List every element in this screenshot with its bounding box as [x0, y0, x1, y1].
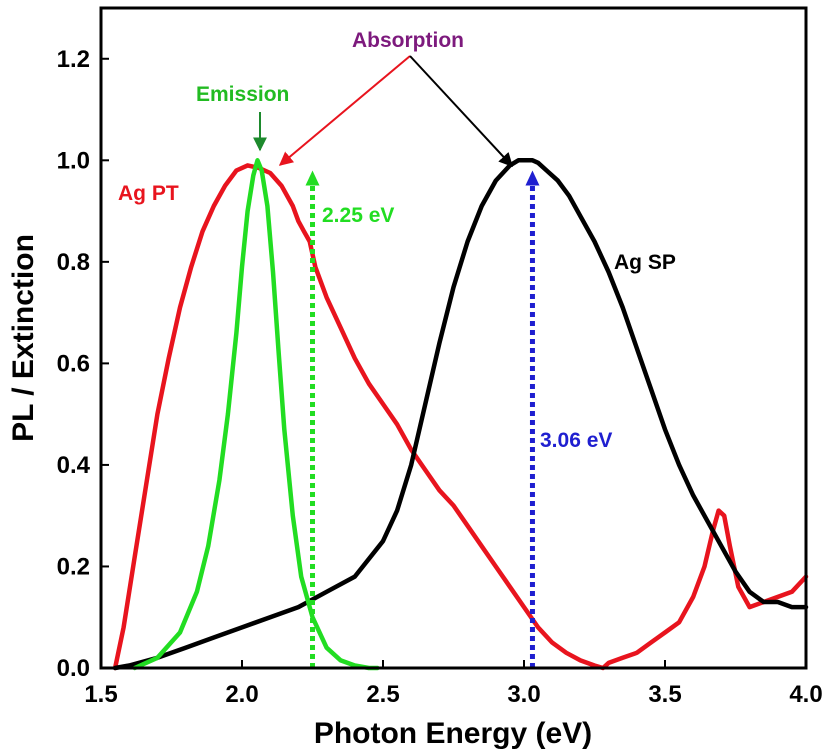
- marker-arrowhead-0: [305, 170, 320, 186]
- y-tick-label: 1.0: [57, 147, 90, 174]
- x-tick-label: 4.0: [789, 681, 822, 708]
- y-tick-label: 1.2: [57, 46, 90, 73]
- x-tick-label: 2.5: [366, 681, 399, 708]
- absorption-arrow-red: [278, 55, 411, 166]
- label-ag-sp: Ag SP: [614, 251, 676, 274]
- absorption-arrow-black: [409, 55, 513, 168]
- tick-layer: 1.5 2.0 2.5 3.0 3.5 4.0 0.0 0.2 0.4 0.6 0.8 1.0 1.2: [57, 46, 823, 708]
- plot-frame: [99, 6, 808, 670]
- x-tick-label: 3.0: [507, 681, 540, 708]
- label-marker-2-25: 2.25 eV: [322, 204, 394, 227]
- marker-arrowhead-1: [525, 170, 540, 186]
- series-line-ag-pt: [112, 163, 809, 671]
- y-tick-label: 0.6: [57, 350, 90, 377]
- label-absorption: Absorption: [352, 29, 464, 52]
- y-tick-label: 0.0: [57, 655, 90, 682]
- x-tick-label: 3.5: [648, 681, 681, 708]
- y-axis-title: PL / Extinction: [7, 234, 40, 442]
- y-tick-label: 0.2: [57, 553, 90, 580]
- x-tick-label: 2.0: [225, 681, 258, 708]
- label-marker-3-06: 3.06 eV: [540, 429, 612, 452]
- x-tick-label: 1.5: [84, 681, 117, 708]
- y-tick-label: 0.4: [57, 452, 91, 479]
- series-line-emission: [132, 158, 380, 671]
- series-layer: [112, 158, 809, 671]
- label-emission: Emission: [196, 83, 289, 106]
- y-tick-label: 0.8: [57, 249, 90, 276]
- label-ag-pt: Ag PT: [118, 182, 179, 205]
- marker-layer: [305, 170, 540, 668]
- x-axis-title: Photon Energy (eV): [314, 717, 592, 750]
- series-line-ag-sp: [112, 158, 809, 671]
